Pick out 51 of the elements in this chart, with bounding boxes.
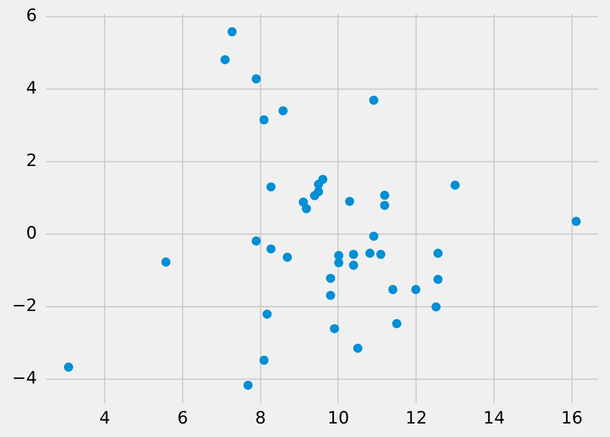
x-tick-label: 10 bbox=[328, 408, 350, 429]
point bbox=[220, 55, 230, 64]
point bbox=[252, 74, 261, 84]
x-tick-label: 12 bbox=[405, 408, 428, 429]
point bbox=[365, 248, 374, 258]
point bbox=[392, 319, 402, 328]
point bbox=[348, 250, 358, 259]
x-tick-label: 4 bbox=[99, 408, 110, 429]
point bbox=[411, 284, 420, 294]
point bbox=[369, 232, 378, 241]
point bbox=[278, 106, 288, 116]
point bbox=[310, 191, 320, 200]
x-tick-label: 6 bbox=[177, 408, 188, 429]
point bbox=[262, 310, 272, 319]
y-tick-label: −4 bbox=[12, 368, 37, 388]
point bbox=[345, 196, 354, 206]
point bbox=[380, 190, 390, 200]
point bbox=[259, 115, 269, 124]
point bbox=[376, 250, 386, 259]
x-tick-label: 14 bbox=[483, 408, 505, 429]
point bbox=[252, 236, 261, 246]
point bbox=[243, 380, 253, 390]
point bbox=[64, 362, 74, 372]
point bbox=[302, 204, 312, 214]
point bbox=[227, 27, 237, 36]
point bbox=[334, 258, 344, 268]
point bbox=[431, 302, 441, 312]
point bbox=[348, 260, 358, 270]
point bbox=[380, 200, 390, 210]
point bbox=[353, 344, 362, 353]
x-tick-label: 16 bbox=[561, 408, 583, 429]
point bbox=[259, 356, 269, 365]
point bbox=[330, 324, 340, 334]
point bbox=[388, 284, 398, 294]
y-tick-label: 2 bbox=[26, 150, 37, 171]
point bbox=[450, 180, 460, 190]
y-tick-label: 0 bbox=[26, 223, 37, 244]
point bbox=[266, 244, 276, 254]
point bbox=[326, 290, 336, 300]
y-tick-label: 6 bbox=[26, 6, 37, 26]
point bbox=[161, 257, 170, 267]
point bbox=[266, 182, 276, 192]
point bbox=[433, 248, 443, 258]
point bbox=[369, 96, 378, 105]
point bbox=[326, 274, 336, 283]
x-tick-label: 8 bbox=[255, 408, 266, 429]
y-tick-label: −2 bbox=[12, 296, 37, 316]
point bbox=[282, 252, 292, 262]
point bbox=[433, 274, 443, 284]
point bbox=[572, 216, 581, 226]
y-tick-label: 4 bbox=[26, 78, 37, 98]
